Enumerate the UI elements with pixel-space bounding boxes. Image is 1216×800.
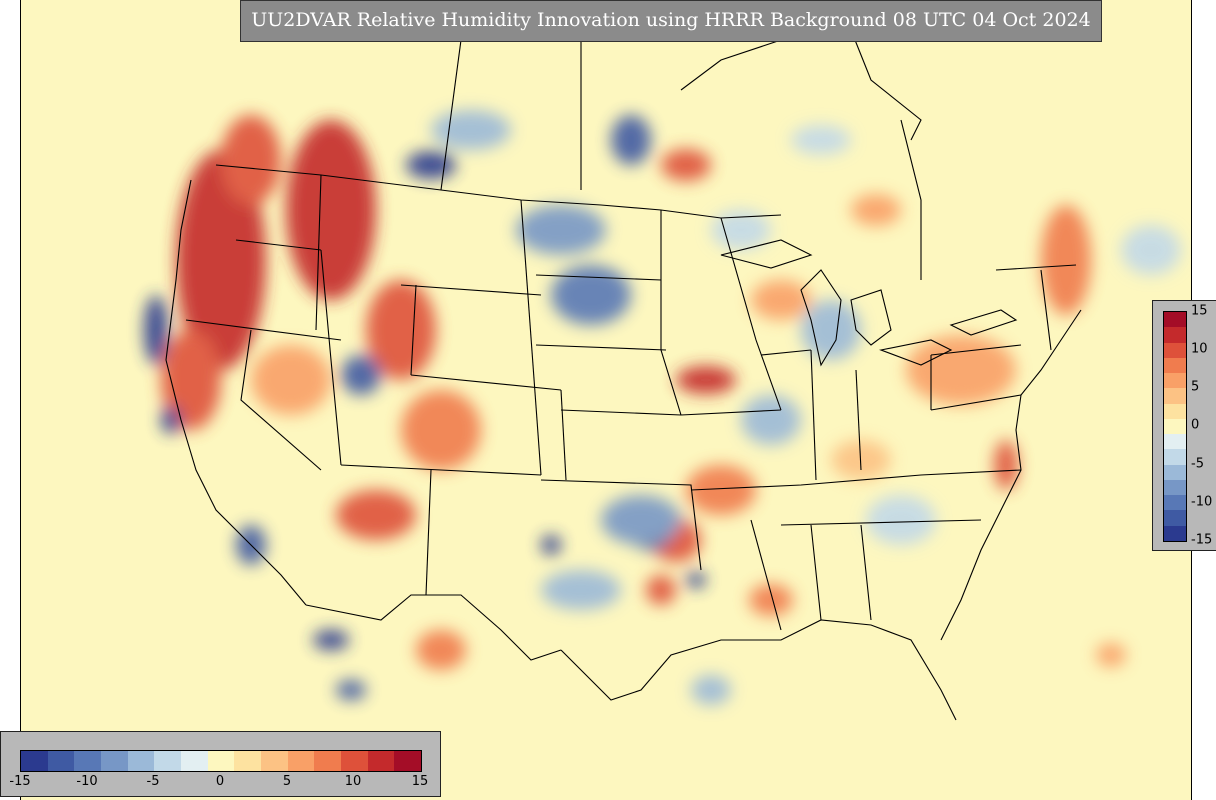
colorbar-segment <box>1164 373 1186 389</box>
colorbar-segment <box>127 751 155 771</box>
colorbar-segment <box>21 751 48 771</box>
colorbar-tick: 5 <box>1191 379 1200 395</box>
colorbar-tick: -15 <box>1191 532 1213 548</box>
state-and-coastal-boundaries <box>165 0 1082 721</box>
colorbar-segment <box>367 751 395 771</box>
colorbar-segment <box>1164 357 1186 374</box>
colorbar-segment <box>1164 327 1186 343</box>
colorbar-horizontal: -15 -10 -5 0 5 10 15 <box>0 731 441 797</box>
colorbar-segment <box>1164 449 1186 465</box>
colorbar-segment <box>1164 418 1186 435</box>
map-title: UU2DVAR Relative Humidity Innovation usi… <box>240 0 1102 42</box>
colorbar-segment <box>1164 342 1186 358</box>
colorbar-segment <box>1164 403 1186 419</box>
colorbar-segment <box>101 751 128 771</box>
colorbar-segment <box>1164 510 1186 526</box>
map-area <box>20 0 1192 800</box>
humidity-field <box>144 110 1181 705</box>
humidity-innovation-map <box>144 0 1181 721</box>
colorbar-tick: -10 <box>76 774 98 789</box>
colorbar-segment <box>341 751 368 771</box>
colorbar-segment <box>154 751 182 771</box>
colorbar-tick: 0 <box>215 774 225 789</box>
colorbar-tick: -5 <box>146 774 160 789</box>
colorbar-tick: 15 <box>411 774 429 789</box>
colorbar-segment <box>207 751 235 771</box>
colorbar-tick: 5 <box>282 774 292 789</box>
colorbar-segment <box>1164 312 1186 328</box>
colorbar-segment <box>1164 464 1186 480</box>
colorbar-segment <box>234 751 262 771</box>
colorbar-segment <box>1164 495 1186 511</box>
colorbar-vertical-ramp <box>1163 311 1187 542</box>
colorbar-segment <box>1164 479 1186 496</box>
colorbar-segment <box>261 751 288 771</box>
colorbar-tick: -15 <box>9 774 31 789</box>
colorbar-tick: 15 <box>1191 303 1208 319</box>
colorbar-segment <box>47 751 75 771</box>
colorbar-segment <box>314 751 342 771</box>
colorbar-tick: -10 <box>1191 494 1213 510</box>
colorbar-tick: 0 <box>1191 417 1200 433</box>
colorbar-horizontal-ramp <box>20 750 422 772</box>
colorbar-tick: 10 <box>1191 341 1208 357</box>
colorbar-segment <box>74 751 102 771</box>
colorbar-tick: 10 <box>344 774 362 789</box>
colorbar-segment <box>394 751 422 771</box>
colorbar-segment <box>1164 525 1186 541</box>
colorbar-segment <box>181 751 208 771</box>
colorbar-vertical: 15 10 5 0 -5 -10 -15 <box>1152 300 1216 551</box>
colorbar-segment <box>287 751 315 771</box>
colorbar-tick: -5 <box>1191 456 1204 472</box>
colorbar-segment <box>1164 388 1186 404</box>
colorbar-segment <box>1164 434 1186 450</box>
